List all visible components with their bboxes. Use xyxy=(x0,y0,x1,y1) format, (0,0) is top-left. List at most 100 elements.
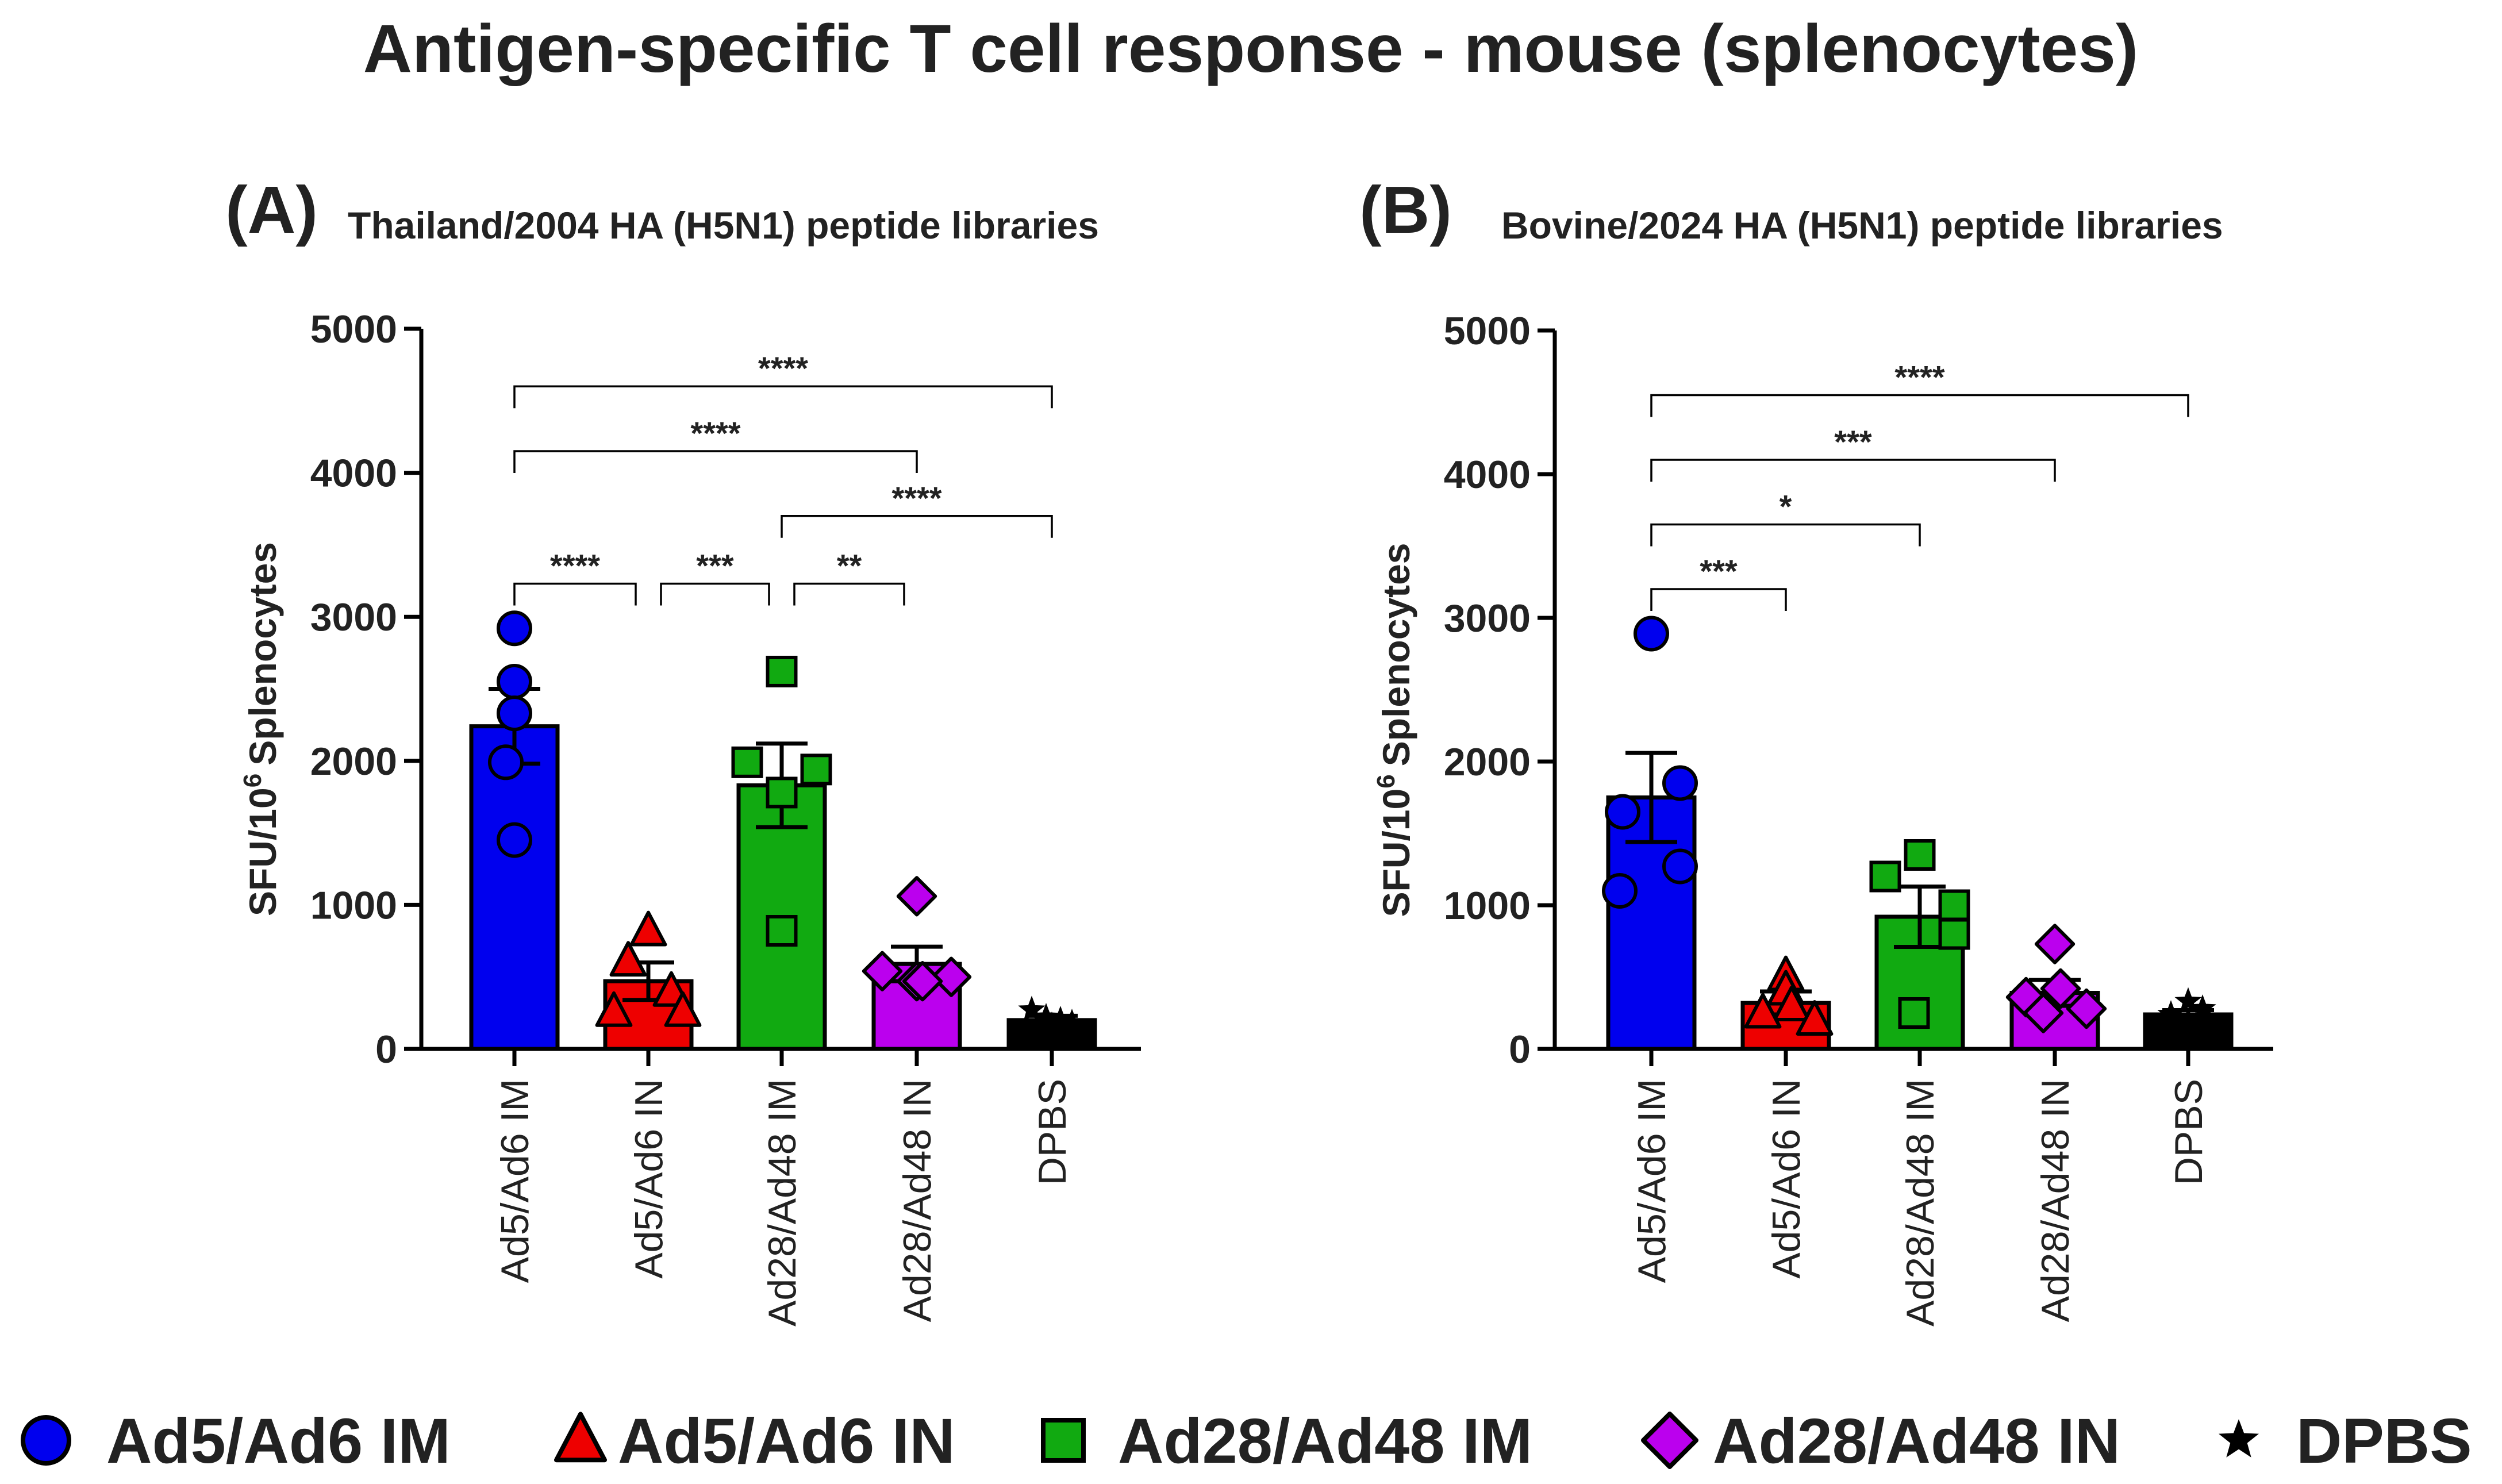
x-tick-label-dpbs: DPBS xyxy=(2167,1079,2211,1185)
significance-bracket: ** xyxy=(793,548,905,606)
y-tick-label: 0 xyxy=(375,1028,397,1071)
data-point-ad28-ad48-in xyxy=(2034,924,2076,964)
significance-bracket-line xyxy=(793,582,905,606)
data-point-ad28-ad48-im xyxy=(731,746,763,778)
significance-bracket-line xyxy=(513,450,918,474)
data-point-ad5-ad6-im xyxy=(1662,765,1698,801)
data-point-dpbs xyxy=(2154,1010,2182,1036)
data-point-ad28-ad48-im xyxy=(766,655,798,687)
panel-b-plot: 0 1000 2000 3000 4000 5000 SFU/106 Splenocytes A… xyxy=(1372,309,2273,1327)
data-point-ad28-ad48-im xyxy=(1938,918,1970,950)
significance-bracket-line xyxy=(1650,523,1921,547)
y-axis-label-suffix: Splenocytes xyxy=(241,542,284,766)
data-point-ad28-ad48-in xyxy=(902,961,943,1002)
data-point-ad28-ad48-in xyxy=(2066,988,2107,1029)
significance-bracket: *** xyxy=(1650,424,2056,482)
legend-marker-ad28-ad48-in xyxy=(1641,1412,1698,1469)
significance-label: *** xyxy=(1700,553,1738,589)
panel-a-plot: 0 1000 2000 3000 4000 5000 SFU/106 Splenocytes A… xyxy=(239,307,1141,1327)
significance-bracket: **** xyxy=(513,415,918,474)
panel-b: (B) Bovine/2024 HA (H5N1) peptide librar… xyxy=(1359,172,2273,1327)
significance-bracket-line xyxy=(1650,459,2056,482)
y-tick-label: 1000 xyxy=(1444,884,1531,928)
y-tick-label: 1000 xyxy=(310,883,397,927)
y-axis-label-sup: 6 xyxy=(1372,774,1400,788)
y-axis-label: SFU/106 Splenocytes xyxy=(1372,543,1417,917)
x-tick-label-ad28-ad48-im: Ad28/Ad48 IM xyxy=(760,1079,804,1327)
legend-marker-ad5-ad6-im xyxy=(21,1415,71,1466)
data-point-ad28-ad48-im xyxy=(1869,860,1901,893)
legend-item-ad5-ad6-in: Ad5/Ad6 IN xyxy=(554,1406,955,1477)
data-point-ad28-ad48-im xyxy=(1898,997,1930,1029)
data-point-ad5-ad6-in xyxy=(595,991,633,1027)
significance-bracket: **** xyxy=(1650,359,2189,417)
significance-label: ** xyxy=(837,548,862,584)
legend-item-dpbs: DPBS xyxy=(2218,1406,2472,1477)
y-axis-label-sup: 6 xyxy=(239,774,267,787)
panel-a-title: Thailand/2004 HA (H5N1) peptide librarie… xyxy=(348,204,1099,247)
legend-marker-ad5-ad6-in xyxy=(554,1412,607,1463)
legend-item-ad28-ad48-im: Ad28/Ad48 IM xyxy=(1041,1406,1532,1477)
significance-bracket: * xyxy=(1650,489,1921,547)
y-tick-label: 3000 xyxy=(310,595,397,639)
significance-label: **** xyxy=(550,548,600,584)
data-point-ad5-ad6-im xyxy=(1605,794,1640,830)
significance-bracket-line xyxy=(1650,588,1787,611)
significance-label: **** xyxy=(758,350,808,386)
y-tick-label: 2000 xyxy=(310,740,397,783)
significance-bracket-line xyxy=(513,582,637,606)
data-point-ad28-ad48-im xyxy=(1938,889,1970,921)
legend-marker-ad28-ad48-im xyxy=(1041,1418,1086,1463)
data-point-dpbs xyxy=(1058,1009,1086,1035)
legend-label-ad28-ad48-in: Ad28/Ad48 IN xyxy=(1713,1406,2120,1477)
data-point-dpbs xyxy=(1018,995,1046,1022)
y-axis-label-main: SFU/10 xyxy=(241,787,284,916)
legend-label-ad5-ad6-im: Ad5/Ad6 IM xyxy=(106,1406,451,1477)
significance-bracket-line xyxy=(513,385,1053,409)
data-point-ad5-ad6-im xyxy=(1662,848,1698,885)
legend-marker-dpbs xyxy=(2218,1419,2259,1458)
panel-b-title: Bovine/2024 HA (H5N1) peptide libraries xyxy=(1501,204,2223,247)
data-point-ad5-ad6-im xyxy=(1634,616,1669,652)
legend-item-ad28-ad48-in: Ad28/Ad48 IN xyxy=(1641,1406,2120,1477)
data-point-dpbs xyxy=(1038,1012,1066,1038)
significance-bracket: **** xyxy=(513,350,1053,409)
data-point-dpbs xyxy=(2174,987,2202,1013)
panel-b-letter: (B) xyxy=(1359,172,1452,247)
y-tick-label: 0 xyxy=(1509,1028,1531,1071)
legend-label-ad28-ad48-im: Ad28/Ad48 IM xyxy=(1118,1406,1532,1477)
y-tick-label: 5000 xyxy=(310,307,397,351)
data-point-ad5-ad6-in xyxy=(1744,993,1782,1029)
y-tick-label: 2000 xyxy=(1444,740,1531,784)
figure-title: Antigen-specific T cell response - mouse… xyxy=(363,11,2138,87)
data-point-ad5-ad6-in xyxy=(629,910,667,947)
y-axis-label: SFU/106 Splenocytes xyxy=(239,542,284,916)
data-point-ad5-ad6-in xyxy=(664,991,702,1027)
data-point-ad5-ad6-in xyxy=(1796,1000,1834,1036)
x-tick-label-ad5-ad6-im: Ad5/Ad6 IM xyxy=(493,1079,537,1283)
y-tick-label: 5000 xyxy=(1444,309,1531,353)
data-point-ad5-ad6-im xyxy=(497,695,532,732)
y-axis-label-suffix: Splenocytes xyxy=(1375,543,1417,766)
data-point-ad5-ad6-in xyxy=(1773,986,1811,1021)
significance-bracket: **** xyxy=(513,548,637,606)
data-point-ad28-ad48-im xyxy=(766,776,798,809)
data-point-ad28-ad48-in xyxy=(2040,968,2081,1009)
significance-label: *** xyxy=(696,548,734,584)
x-tick-label-dpbs: DPBS xyxy=(1031,1079,1074,1185)
significance-bracket: **** xyxy=(781,480,1053,538)
significance-label: * xyxy=(1780,489,1792,525)
significance-label: **** xyxy=(891,480,941,516)
x-tick-label-ad28-ad48-in: Ad28/Ad48 IN xyxy=(896,1079,939,1322)
significance-bracket: *** xyxy=(660,548,770,606)
panel-a: (A) Thailand/2004 HA (H5N1) peptide libr… xyxy=(225,172,1141,1327)
x-tick-label-ad28-ad48-in: Ad28/Ad48 IN xyxy=(2034,1079,2077,1322)
data-point-ad5-ad6-im xyxy=(497,610,532,647)
data-point-ad28-ad48-im xyxy=(766,915,798,947)
y-tick-label: 3000 xyxy=(1444,597,1531,640)
data-point-ad28-ad48-in xyxy=(931,956,972,997)
significance-bracket-line xyxy=(660,582,770,606)
x-tick-label-ad5-ad6-im: Ad5/Ad6 IM xyxy=(1630,1079,1674,1283)
legend-label-ad5-ad6-in: Ad5/Ad6 IN xyxy=(618,1406,955,1477)
